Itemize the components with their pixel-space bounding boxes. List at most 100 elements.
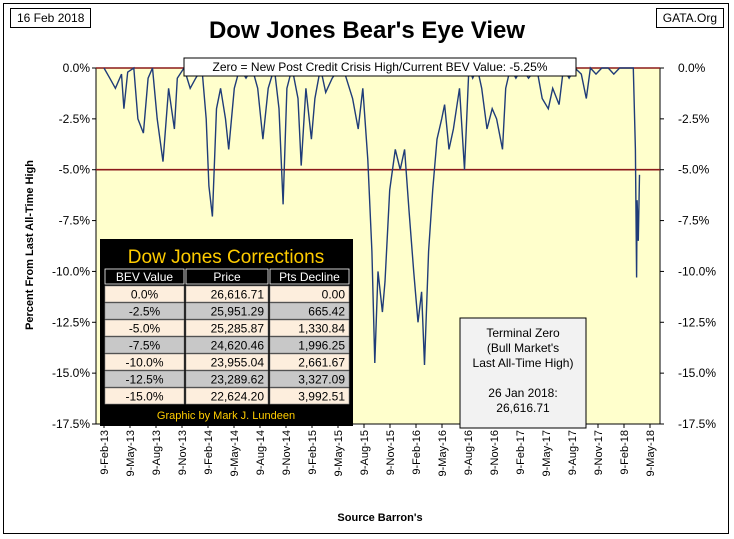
table-cell	[104, 387, 185, 405]
x-tick-label: 9-Aug-14	[255, 430, 267, 475]
x-tick-label: 9-Feb-14	[203, 430, 215, 475]
y-tick-label-right: -5.0%	[678, 163, 710, 177]
table-cell	[269, 319, 350, 337]
table-cell	[269, 353, 350, 371]
table-cell	[269, 336, 350, 354]
x-tick-label: 9-May-14	[229, 430, 241, 476]
x-tick-label: 9-May-15	[333, 430, 345, 476]
y-tick-label-right: -17.5%	[678, 417, 716, 431]
x-tick-label: 9-May-16	[437, 430, 449, 476]
table-cell	[269, 387, 350, 405]
table-cell-value: -5.0%	[129, 322, 161, 336]
x-tick-label: 9-Feb-18	[619, 430, 631, 475]
x-tick-label: 9-May-17	[541, 430, 553, 476]
terminal-box-frame	[459, 317, 587, 429]
table-cell-value: -10.0%	[125, 356, 163, 370]
table-cell	[185, 319, 269, 337]
table-cell-value: 23,289.62	[211, 373, 265, 387]
y-tick-label-left: -5.0%	[59, 163, 91, 177]
table-cell-value: 24,620.46	[211, 339, 265, 353]
table-cell-value: 3,992.51	[298, 390, 345, 404]
table-header-label: BEV Value	[116, 270, 173, 284]
table-cell-value: 2,661.67	[298, 356, 345, 370]
table-cell	[104, 302, 185, 320]
y-tick-label-left: -7.5%	[59, 214, 91, 228]
table-cell	[185, 387, 269, 405]
source-tag: GATA.Org	[655, 8, 724, 28]
table-title: Dow Jones Corrections	[128, 247, 324, 268]
x-tick-label: 9-May-13	[125, 430, 137, 476]
x-tick-label: 9-Aug-13	[151, 430, 163, 475]
table-header-cell	[104, 268, 185, 285]
table-cell	[185, 353, 269, 371]
table-header-cell	[185, 268, 269, 285]
table-cell	[269, 302, 350, 320]
y-tick-label-right: -15.0%	[678, 366, 716, 380]
table-credit: Graphic by Mark J. Lundeen	[157, 410, 295, 422]
table-cell	[185, 302, 269, 320]
table-cell-value: -15.0%	[125, 390, 163, 404]
table-cell	[104, 336, 185, 354]
corrections-table: Dow Jones Corrections BEV Value Price Pts …	[100, 239, 353, 426]
table-cell	[185, 370, 269, 388]
x-tick-label: 9-Aug-15	[359, 430, 371, 475]
x-tick-label: 9-Aug-16	[463, 430, 475, 475]
table-cell-value: 25,285.87	[211, 322, 265, 336]
y-tick-label-right: 0.0%	[678, 61, 706, 75]
x-tick-label: 9-Nov-17	[593, 430, 605, 475]
x-tick-label: 9-Feb-16	[411, 430, 423, 475]
table-header-label: Pts Decline	[279, 270, 340, 284]
y-tick-label-right: -7.5%	[678, 214, 710, 228]
date-label: 16 Feb 2018	[10, 8, 92, 28]
y-tick-label-right: -12.5%	[678, 315, 716, 329]
terminal-box-line: 26,616.71	[496, 401, 550, 415]
table-cell-value: 26,616.71	[211, 288, 265, 302]
table-header-label: Price	[213, 270, 241, 284]
x-tick-label: 9-Nov-14	[281, 430, 293, 475]
terminal-box-line: Last All-Time High)	[473, 356, 574, 370]
y-tick-label-right: -2.5%	[678, 112, 710, 126]
table-cell-value: 0.00	[322, 288, 346, 302]
terminal-box-line: 26 Jan 2018:	[488, 386, 557, 400]
x-tick-label: 9-Nov-13	[177, 430, 189, 475]
table-cell	[104, 319, 185, 337]
table-cell	[104, 285, 185, 303]
x-axis-label: Source Barron's	[337, 512, 422, 524]
y-tick-label-left: 0.0%	[63, 61, 91, 75]
y-tick-label-left: -12.5%	[52, 315, 90, 329]
table-cell-value: 665.42	[308, 305, 345, 319]
table-cell-value: 3,327.09	[298, 373, 345, 387]
table-cell-value: 1,330.84	[298, 322, 345, 336]
table-cell	[104, 353, 185, 371]
subtitle-box	[183, 57, 577, 77]
subtitle: Zero = New Post Credit Crisis High/Curre…	[213, 60, 548, 74]
x-tick-label: 9-Aug-17	[567, 430, 579, 475]
table-cell	[269, 285, 350, 303]
table-cell-value: -2.5%	[129, 305, 161, 319]
table-cell-value: 1,996.25	[298, 339, 345, 353]
table-cell-value: 0.0%	[131, 288, 159, 302]
y-tick-label-left: -10.0%	[52, 264, 90, 278]
terminal-box-line: (Bull Market's	[487, 341, 559, 355]
table-cell-value: 23,955.04	[211, 356, 265, 370]
y-tick-label-left: -15.0%	[52, 366, 90, 380]
table-header-cell	[269, 268, 350, 285]
chart-title: Dow Jones Bear's Eye View	[208, 17, 526, 44]
table-cell	[185, 285, 269, 303]
x-tick-label: 9-May-18	[645, 430, 657, 476]
table-cell	[269, 370, 350, 388]
x-tick-label: 9-Feb-13	[99, 430, 111, 475]
table-cell	[104, 370, 185, 388]
y-axis-label: Percent From Last All-Time High	[24, 160, 36, 330]
table-cell-value: -12.5%	[125, 373, 163, 387]
y-tick-label-right: -10.0%	[678, 264, 716, 278]
y-tick-label-left: -2.5%	[59, 112, 91, 126]
terminal-box-line: Terminal Zero	[486, 326, 560, 340]
x-tick-label: 9-Feb-15	[307, 430, 319, 475]
table-cell-value: 25,951.29	[211, 305, 265, 319]
table-cell	[185, 336, 269, 354]
y-tick-label-left: -17.5%	[52, 417, 90, 431]
table-cell-value: 22,624.20	[211, 390, 265, 404]
